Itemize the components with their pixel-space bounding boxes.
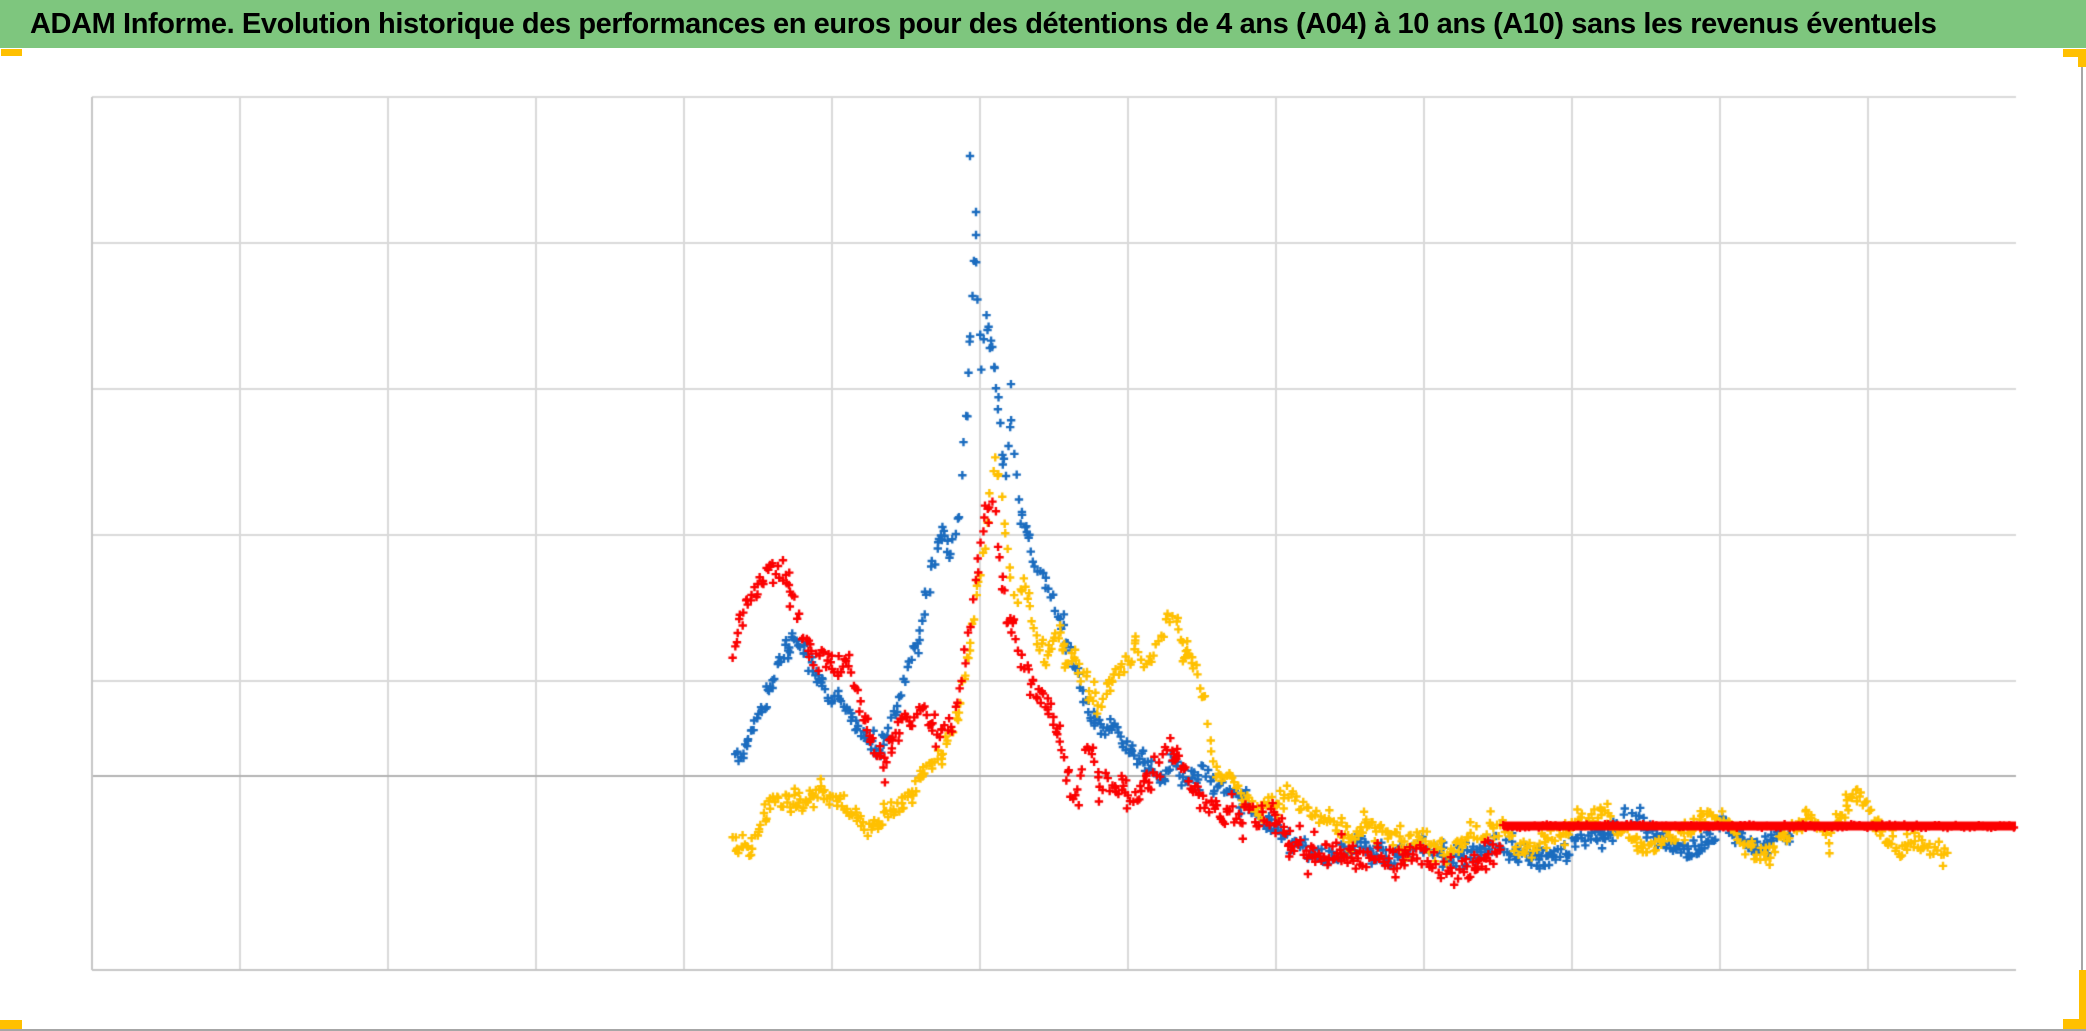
corner-mark-bottom-right-v: [2079, 970, 2086, 1031]
bottom-edge-line: [0, 1029, 2086, 1031]
corner-mark-bottom-left: [0, 1020, 22, 1031]
corner-mark-top-left: [1, 49, 22, 56]
corner-mark-bottom-right-h: [2063, 1019, 2086, 1031]
right-edge-line: [2081, 67, 2083, 970]
corner-mark-top-right-h: [2063, 49, 2086, 57]
corner-mark-top-right-v: [2078, 49, 2086, 67]
